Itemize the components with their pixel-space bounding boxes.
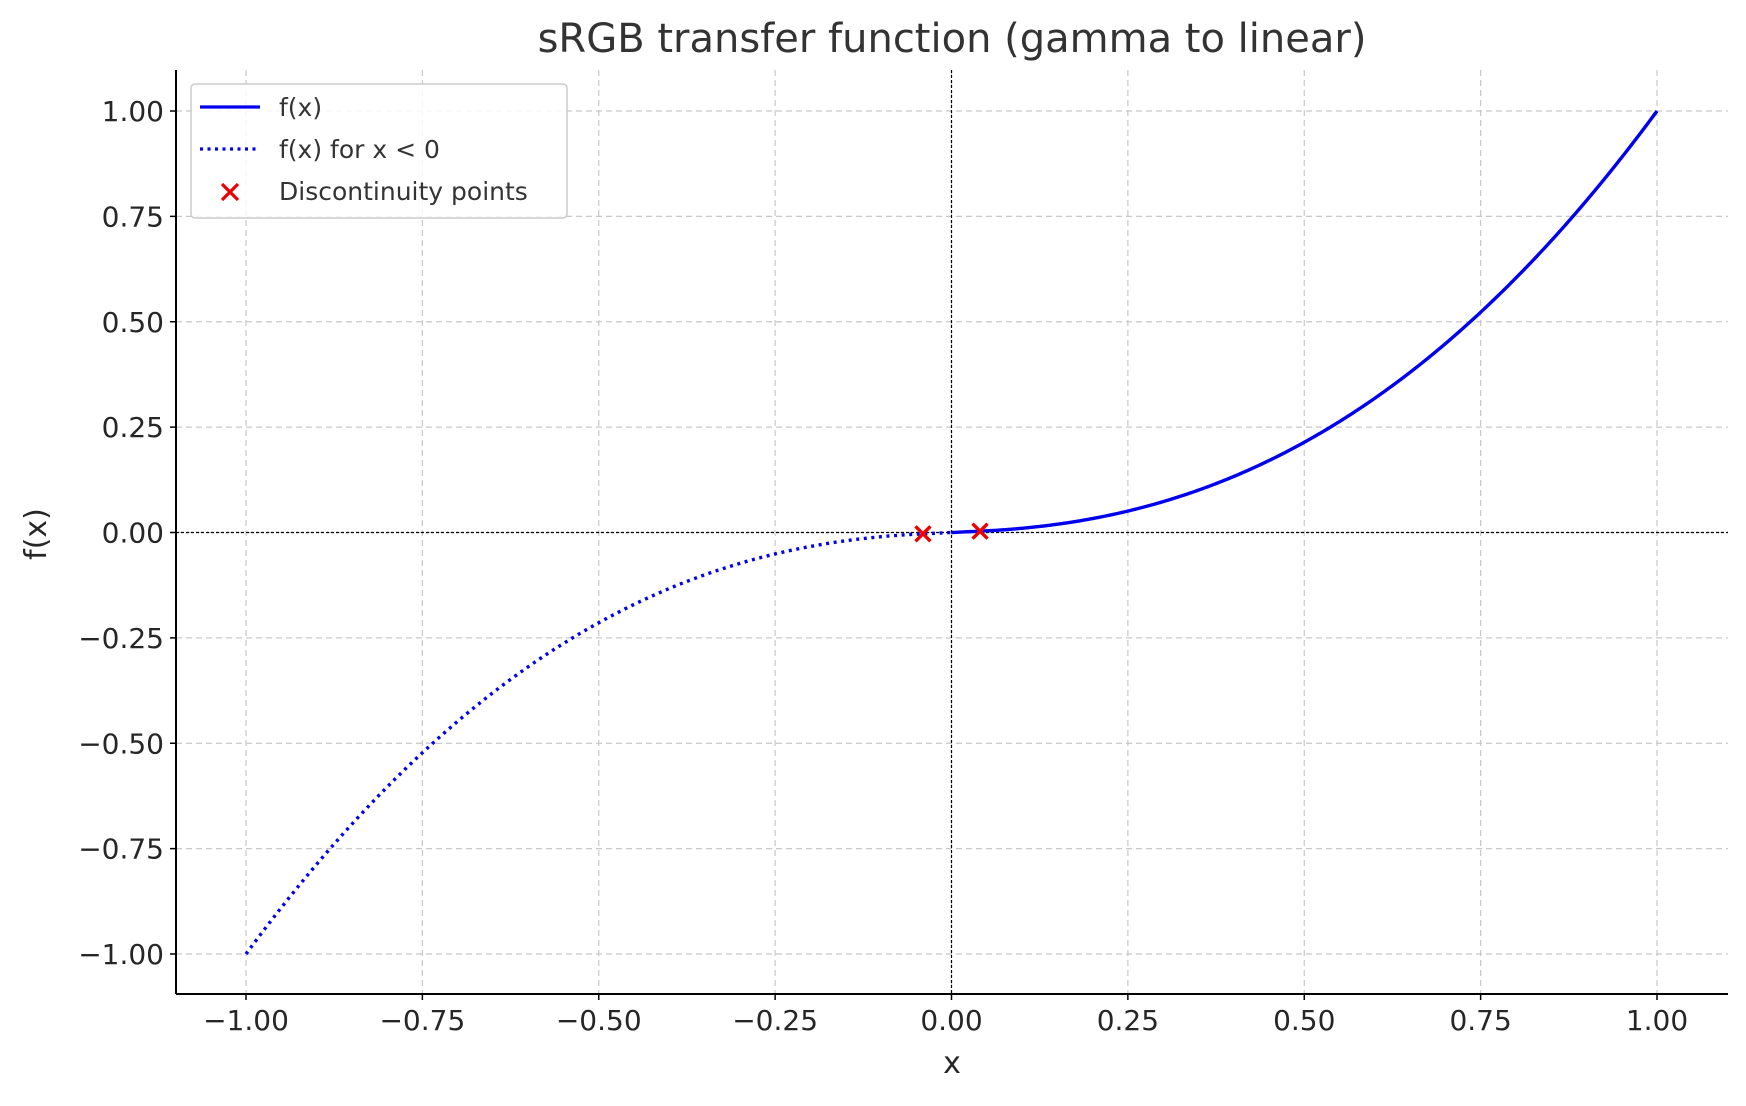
x-tick-label: 0.00 [920, 1004, 982, 1037]
legend: f(x) f(x) for x < 0 Discontinuity points [190, 83, 568, 219]
discontinuity-markers [914, 522, 989, 543]
legend-label-fx-negative: f(x) for x < 0 [279, 135, 440, 164]
marker-stroke [914, 525, 932, 543]
x-tick-label: −1.00 [203, 1004, 289, 1037]
discontinuity-marker [914, 525, 932, 543]
x-tick-label: −0.25 [732, 1004, 818, 1037]
marker-stroke [971, 522, 989, 540]
y-axis-label: f(x) [19, 508, 54, 560]
y-tick-label: −0.25 [78, 622, 164, 655]
series [244, 109, 1659, 956]
x-tick-label: 1.00 [1626, 1004, 1688, 1037]
legend-label-fx: f(x) [279, 93, 322, 122]
x-tick-label: −0.50 [556, 1004, 642, 1037]
legend-label-discontinuity: Discontinuity points [279, 177, 528, 206]
y-tick-label: −0.50 [78, 727, 164, 760]
y-tick-label: 0.75 [102, 200, 164, 233]
x-tick-label: −0.75 [379, 1004, 465, 1037]
x-axis-label: x [943, 1046, 961, 1081]
y-tick-label: −0.75 [78, 833, 164, 866]
legend-box [190, 83, 568, 219]
y-tick-label: 0.00 [102, 517, 164, 550]
discontinuity-marker [971, 522, 989, 540]
y-tick-label: 1.00 [102, 95, 164, 128]
chart-title: sRGB transfer function (gamma to linear) [538, 16, 1367, 62]
x-tick-label: 0.25 [1097, 1004, 1159, 1037]
legend-swatch-x-marker [220, 182, 240, 202]
series-fx-line [951, 109, 1659, 535]
y-tick-label: −1.00 [78, 938, 164, 971]
series-fx-negative-line [244, 530, 952, 956]
x-tick-label: 0.50 [1273, 1004, 1335, 1037]
y-tick-label: 0.25 [102, 411, 164, 444]
y-tick-label: 0.50 [102, 306, 164, 339]
x-tick-label: 0.75 [1449, 1004, 1511, 1037]
ticks: −1.00 −0.75 −0.50 −0.25 0.00 0.25 0.50 0.75 1.00… [78, 95, 1688, 1037]
